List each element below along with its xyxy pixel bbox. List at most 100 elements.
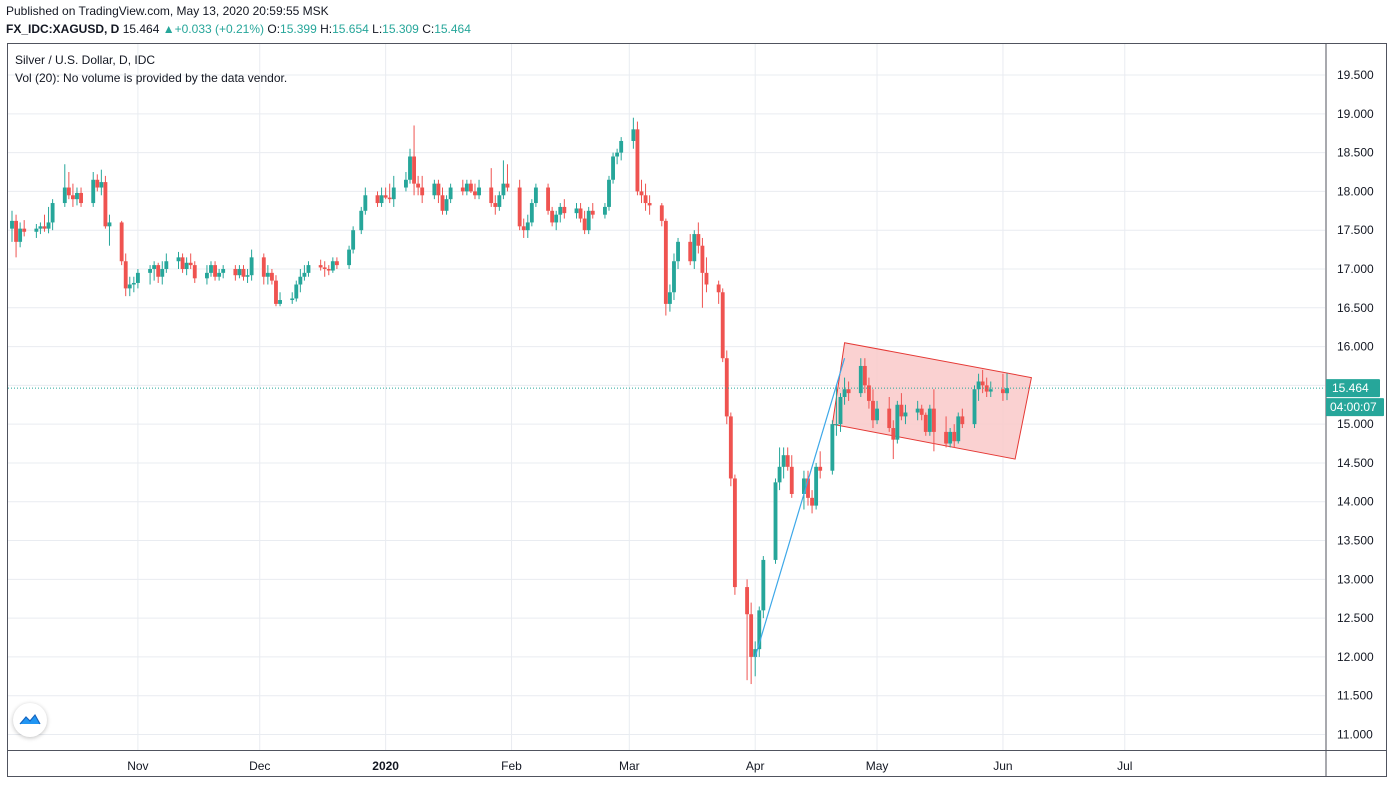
candle-down	[416, 175, 421, 196]
candle-up	[294, 280, 299, 302]
change-arrow-icon: ▲	[162, 22, 175, 36]
candle-body	[781, 455, 786, 467]
candle-body	[440, 195, 445, 211]
close-label: C:	[422, 22, 435, 36]
candle-body	[887, 408, 892, 429]
candle-up	[607, 175, 611, 211]
candle-down	[505, 164, 510, 192]
candle-down	[440, 187, 445, 215]
candle-body	[761, 559, 766, 611]
low-value: 15.309	[382, 22, 419, 36]
price-tick-label: 19.000	[1337, 107, 1374, 121]
candle-body	[562, 206, 567, 214]
candle-body	[603, 206, 607, 215]
candle-body	[404, 179, 408, 188]
candle-up	[927, 404, 932, 436]
candle-down	[180, 253, 185, 273]
candle-body	[180, 257, 185, 269]
candle-up	[464, 179, 469, 196]
time-tick-label: Jun	[993, 759, 1012, 773]
symbol-name[interactable]: FX_IDC:XAGUSD, D	[6, 22, 120, 36]
candle-body	[728, 416, 733, 479]
price-tick-label: 18.500	[1337, 146, 1374, 160]
candle-body	[891, 428, 896, 440]
trend-layer	[754, 358, 846, 658]
candle-body	[667, 292, 672, 304]
time-tick-label: Mar	[619, 759, 640, 773]
candle-up	[351, 226, 356, 254]
candle-body	[716, 284, 721, 293]
candle-down	[79, 187, 83, 207]
candle-body	[700, 245, 705, 273]
price-tick-label: 11.500	[1337, 689, 1373, 703]
candle-body	[119, 222, 124, 262]
candle-up	[676, 237, 680, 269]
candle-body	[79, 192, 83, 204]
candle-up	[176, 251, 181, 269]
candle-down	[810, 490, 814, 514]
high-label: H:	[320, 22, 333, 36]
candle-body	[915, 408, 920, 413]
candle-down	[123, 253, 128, 297]
candle-body	[188, 262, 193, 266]
candle-down	[546, 183, 551, 215]
candle-down	[582, 210, 587, 235]
candle-up	[858, 358, 863, 397]
candle-body	[205, 272, 209, 279]
price-tick-label: 19.500	[1337, 68, 1374, 82]
candle-body	[578, 208, 583, 219]
descending-channel[interactable]	[831, 342, 1032, 460]
candle-down	[436, 179, 441, 204]
candle-body	[70, 195, 75, 200]
candle-down	[688, 234, 693, 266]
candle-down	[923, 412, 928, 436]
candle-up	[533, 183, 538, 207]
candle-up	[1005, 373, 1009, 401]
low-label: L:	[372, 22, 383, 36]
candle-body	[322, 267, 327, 269]
candle-up	[75, 187, 79, 206]
time-axis[interactable]: Nov Dec 2020 Feb Mar Apr May Jun Jul	[127, 759, 1132, 773]
candle-up	[631, 117, 636, 149]
candle-up	[46, 206, 51, 234]
candle-up	[107, 214, 112, 246]
candle-body	[988, 389, 993, 392]
candle-body	[558, 206, 563, 215]
volume-legend[interactable]: Vol (20): No volume is provided by the d…	[15, 71, 288, 85]
candle-body	[391, 187, 396, 200]
trend-line[interactable]	[754, 358, 846, 658]
candle-down	[473, 183, 477, 200]
candle-body	[505, 183, 510, 188]
candle-up	[237, 265, 242, 279]
drawing-layer	[831, 342, 1032, 460]
candle-down	[233, 265, 238, 281]
candle-down	[663, 218, 668, 316]
candle-body	[103, 182, 108, 227]
candle-down	[720, 288, 725, 363]
tradingview-logo[interactable]	[13, 703, 47, 737]
candle-body	[245, 275, 250, 277]
price-tick-label: 12.500	[1337, 611, 1374, 625]
candle-body	[241, 268, 246, 277]
series-legend-title[interactable]: Silver / U.S. Dollar, D, IDC	[15, 53, 156, 67]
candle-body	[213, 265, 217, 277]
time-tick-label: May	[866, 759, 889, 773]
candle-down	[22, 220, 27, 237]
candle-down	[66, 172, 71, 200]
candle-up	[404, 172, 408, 192]
chart-frame	[7, 43, 1387, 777]
last-price-badge-bg	[1326, 379, 1380, 398]
candle-up	[875, 400, 879, 425]
candle-body	[871, 400, 875, 421]
candle-body	[1001, 389, 1005, 394]
candle-down	[261, 253, 266, 285]
candle-body	[330, 261, 335, 271]
candle-down	[980, 369, 985, 394]
candle-down	[960, 408, 965, 429]
candle-body	[802, 478, 806, 494]
candle-up	[838, 393, 843, 432]
candle-body	[66, 187, 71, 196]
candle-down	[639, 179, 644, 204]
candle-body	[489, 187, 494, 204]
